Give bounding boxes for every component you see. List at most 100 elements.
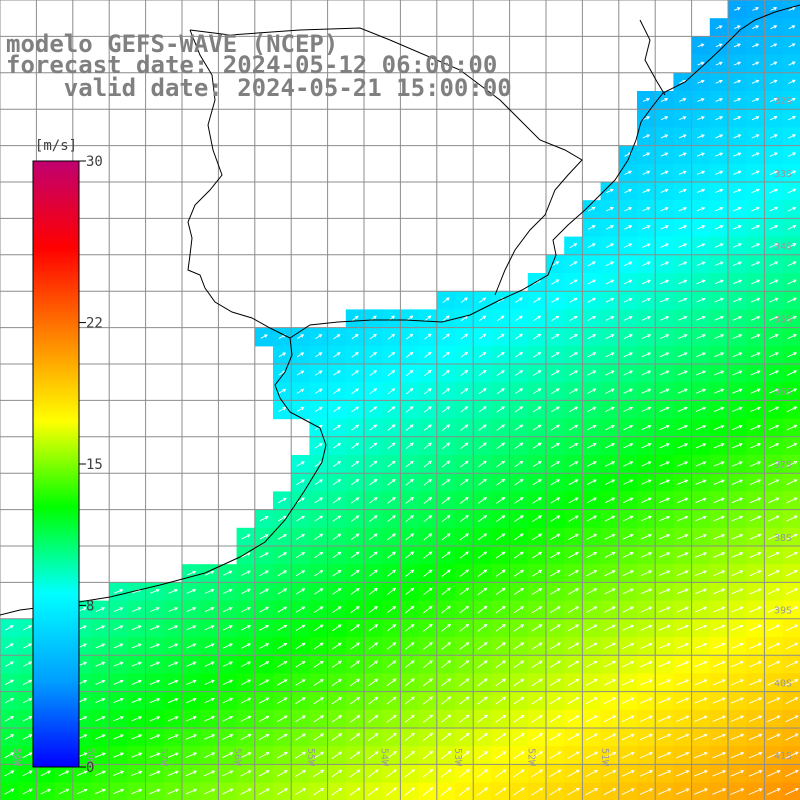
wind-arrow bbox=[787, 279, 797, 285]
lon-label: 57W bbox=[158, 748, 169, 767]
wind-arrow bbox=[786, 370, 798, 376]
wind-arrow bbox=[441, 551, 451, 559]
wind-arrow bbox=[513, 751, 525, 760]
wind-arrow bbox=[276, 770, 288, 777]
wind-arrow bbox=[369, 370, 378, 376]
wind-arrow bbox=[640, 533, 653, 540]
wind-arrow bbox=[549, 715, 562, 723]
wind-arrow bbox=[150, 643, 161, 649]
wind-arrow bbox=[676, 715, 690, 722]
wind-arrow bbox=[603, 715, 617, 723]
wind-arrow bbox=[569, 279, 578, 285]
wind-arrow bbox=[660, 279, 670, 285]
wind-arrow bbox=[585, 642, 598, 650]
wind-arrow bbox=[186, 643, 197, 649]
wind-arrow bbox=[113, 734, 124, 740]
wind-arrow bbox=[478, 369, 487, 377]
wind-arrow bbox=[640, 624, 653, 631]
wind-arrow bbox=[623, 334, 633, 340]
wind-arrow bbox=[621, 715, 635, 723]
wind-arrow bbox=[478, 442, 487, 450]
wind-arrow bbox=[314, 388, 323, 394]
wind-arrow bbox=[624, 170, 633, 175]
wind-arrow bbox=[405, 497, 415, 504]
wind-arrow bbox=[642, 243, 651, 248]
wind-arrow bbox=[295, 697, 306, 704]
wind-arrow bbox=[569, 297, 578, 303]
wind-arrow bbox=[715, 79, 723, 84]
wind-arrow bbox=[623, 261, 633, 267]
wind-arrow bbox=[315, 352, 323, 358]
wind-arrow bbox=[550, 497, 561, 504]
wind-arrow bbox=[623, 315, 633, 321]
wind-arrow bbox=[750, 461, 762, 467]
wind-arrow bbox=[659, 479, 671, 485]
wind-arrow bbox=[694, 606, 708, 613]
wind-arrow bbox=[585, 660, 598, 668]
wind-arrow bbox=[277, 552, 288, 558]
wind-arrow bbox=[713, 533, 726, 540]
wind-arrow bbox=[186, 625, 197, 631]
wind-arrow bbox=[387, 388, 396, 395]
wind-arrow bbox=[587, 207, 596, 212]
wind-arrow bbox=[513, 714, 525, 723]
wind-arrow bbox=[441, 460, 451, 468]
wind-arrow bbox=[551, 315, 560, 322]
wind-arrow bbox=[167, 770, 179, 777]
wind-arrow bbox=[641, 497, 652, 504]
wind-arrow bbox=[694, 733, 708, 741]
wind-arrow bbox=[351, 406, 360, 413]
wind-arrow bbox=[750, 279, 761, 285]
wind-arrow bbox=[167, 734, 179, 740]
lon-label: 51W bbox=[599, 748, 610, 767]
wind-arrow bbox=[533, 297, 542, 303]
wind-arrow bbox=[568, 515, 579, 522]
wind-arrow bbox=[222, 661, 233, 667]
wind-arrow bbox=[713, 443, 725, 449]
wind-arrow bbox=[751, 134, 760, 139]
wind-arrow bbox=[658, 570, 671, 576]
wind-arrow bbox=[658, 661, 671, 668]
wind-arrow bbox=[369, 388, 378, 395]
wind-arrow bbox=[22, 770, 33, 777]
wind-arrow bbox=[623, 388, 634, 394]
wind-arrow bbox=[113, 716, 124, 722]
wind-arrow bbox=[587, 352, 597, 358]
wind-arrow bbox=[676, 751, 690, 759]
wind-arrow bbox=[785, 642, 799, 650]
wind-arrow bbox=[732, 406, 743, 412]
wind-arrow bbox=[712, 661, 726, 668]
lagoon-shore bbox=[639, 19, 666, 96]
wind-arrow bbox=[586, 479, 597, 486]
wind-arrow bbox=[423, 623, 433, 632]
wind-arrow bbox=[551, 297, 560, 303]
wind-arrow bbox=[567, 642, 580, 650]
wind-arrow bbox=[240, 697, 252, 704]
wind-arrow bbox=[424, 333, 432, 340]
wind-arrow bbox=[240, 788, 252, 795]
wind-arrow bbox=[750, 334, 761, 340]
wind-arrow bbox=[350, 533, 360, 541]
wind-arrow bbox=[277, 643, 288, 650]
wind-arrow bbox=[639, 788, 654, 795]
wind-arrow bbox=[496, 478, 506, 486]
wind-arrow bbox=[441, 569, 451, 577]
wind-arrow bbox=[204, 716, 216, 722]
wind-arrow bbox=[440, 714, 452, 723]
wind-arrow bbox=[769, 206, 779, 212]
wind-arrow bbox=[387, 333, 396, 340]
wind-arrow bbox=[459, 678, 470, 687]
wind-arrow bbox=[712, 788, 727, 795]
wind-arrow bbox=[733, 170, 742, 175]
wind-arrow bbox=[715, 43, 723, 48]
wind-arrow bbox=[586, 461, 597, 467]
wind-arrow bbox=[313, 697, 324, 705]
wind-arrow bbox=[368, 624, 379, 632]
wind-arrow bbox=[459, 496, 469, 504]
wind-arrow bbox=[333, 406, 341, 413]
wind-arrow bbox=[640, 588, 653, 595]
wind-arrow bbox=[604, 588, 616, 595]
wind-arrow bbox=[622, 533, 634, 540]
wind-arrow bbox=[659, 497, 671, 504]
